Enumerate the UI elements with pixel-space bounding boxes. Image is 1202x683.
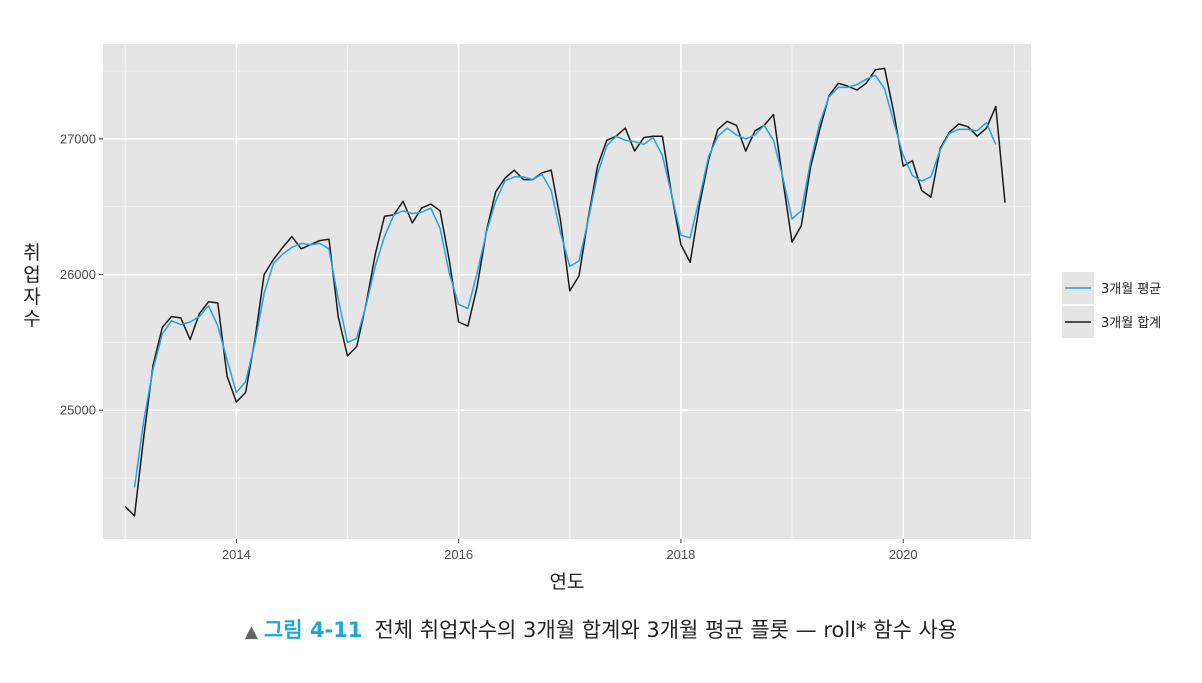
triangle-icon: ▲ <box>244 622 258 642</box>
caption-text: 전체 취업자수의 3개월 합계와 3개월 평균 플롯 — roll* 함수 사용 <box>374 618 958 642</box>
x-axis-ticks: 2014 2016 2018 2020 <box>222 539 918 562</box>
x-tick-label: 2016 <box>444 547 473 562</box>
legend: 3개월 평균 3개월 합계 <box>1062 272 1161 338</box>
figure-caption: ▲ 그림 4-11 전체 취업자수의 3개월 합계와 3개월 평균 플롯 — rol… <box>0 614 1202 644</box>
y-axis-title-char: 자 <box>23 286 40 308</box>
legend-label-avg: 3개월 평균 <box>1101 282 1161 297</box>
series-lines <box>124 67 1006 517</box>
x-tick-label: 2018 <box>666 547 695 562</box>
legend-label-sum: 3개월 합계 <box>1101 316 1161 331</box>
y-tick-label: 25000 <box>60 403 96 418</box>
figure-number: 그림 4-11 <box>263 618 363 642</box>
x-tick-label: 2014 <box>222 547 251 562</box>
y-tick-label: 27000 <box>60 131 96 146</box>
y-axis-title-char: 수 <box>23 308 40 330</box>
y-tick-label: 26000 <box>60 267 96 282</box>
series-line-sum <box>124 67 1006 517</box>
x-tick-label: 2020 <box>889 547 918 562</box>
x-axis-title: 연도 <box>550 571 585 593</box>
series-line-avg <box>133 74 997 488</box>
grid-minor <box>103 44 1031 539</box>
plot-panel <box>103 44 1031 539</box>
y-axis-ticks: 25000 26000 27000 <box>60 131 103 418</box>
y-axis-title-char: 업 <box>23 264 40 286</box>
y-axis-title-char: 취 <box>23 242 40 264</box>
grid-major <box>103 44 1031 539</box>
